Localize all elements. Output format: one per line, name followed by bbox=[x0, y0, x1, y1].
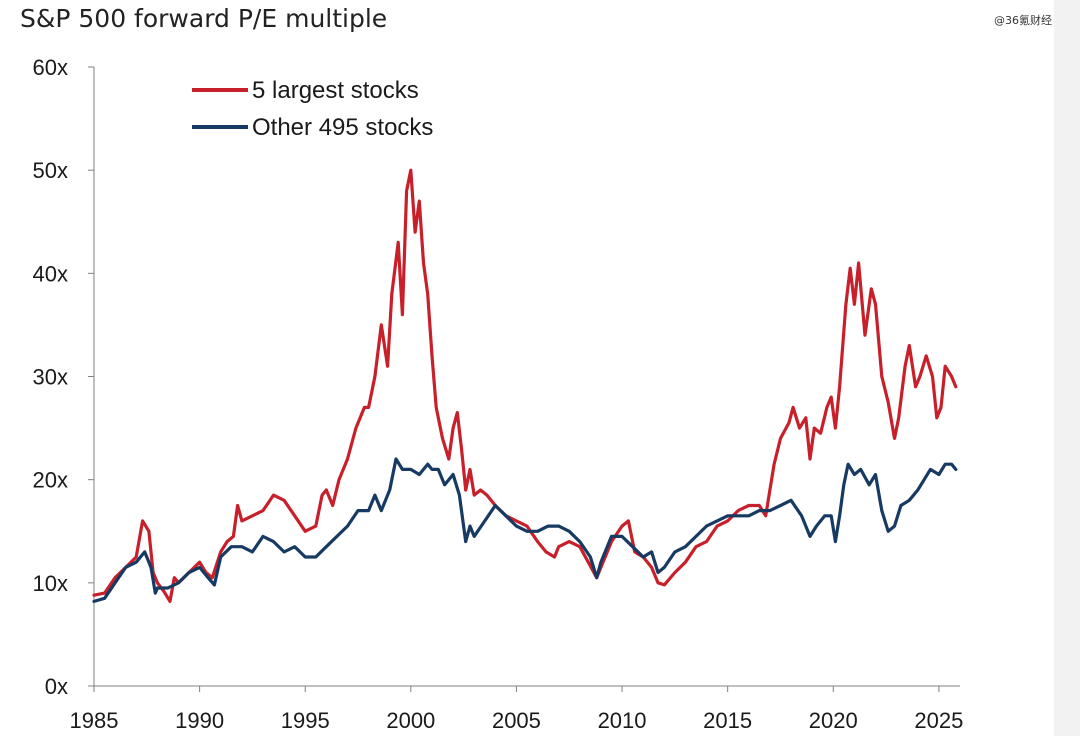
right-border-strip bbox=[1054, 0, 1080, 736]
y-tick-label: 30x bbox=[33, 365, 68, 390]
y-tick-label: 10x bbox=[33, 571, 68, 596]
y-tick-label: 50x bbox=[33, 158, 68, 183]
chart-title: S&P 500 forward P/E multiple bbox=[20, 4, 388, 33]
x-tick-label: 2005 bbox=[492, 708, 541, 733]
y-tick-label: 40x bbox=[33, 261, 68, 286]
x-tick-label: 1995 bbox=[281, 708, 330, 733]
x-tick-label: 2010 bbox=[598, 708, 647, 733]
x-tick-label: 2000 bbox=[386, 708, 435, 733]
x-tick-label: 2020 bbox=[809, 708, 858, 733]
legend-label-other-495-stocks: Other 495 stocks bbox=[252, 114, 433, 141]
x-tick-label: 1985 bbox=[70, 708, 119, 733]
y-tick-label: 60x bbox=[33, 55, 68, 80]
y-tick-label: 0x bbox=[45, 674, 68, 699]
watermark: @36氪财经 bbox=[994, 14, 1052, 27]
axes: 0x 10x 20x 30x 40x 50x 60x 1985 1990 1995 2000 2005… bbox=[33, 55, 964, 733]
y-tick-label: 20x bbox=[33, 468, 68, 493]
series-lines bbox=[92, 168, 958, 603]
x-tick-label: 2015 bbox=[703, 708, 752, 733]
legend-label-5-largest-stocks: 5 largest stocks bbox=[252, 77, 419, 104]
legend: 5 largest stocks Other 495 stocks bbox=[192, 77, 433, 141]
series-line-other-495-stocks bbox=[92, 457, 958, 603]
x-tick-label: 1990 bbox=[175, 708, 224, 733]
x-tick-label: 2025 bbox=[914, 708, 963, 733]
series-line-5-largest-stocks bbox=[92, 168, 958, 603]
